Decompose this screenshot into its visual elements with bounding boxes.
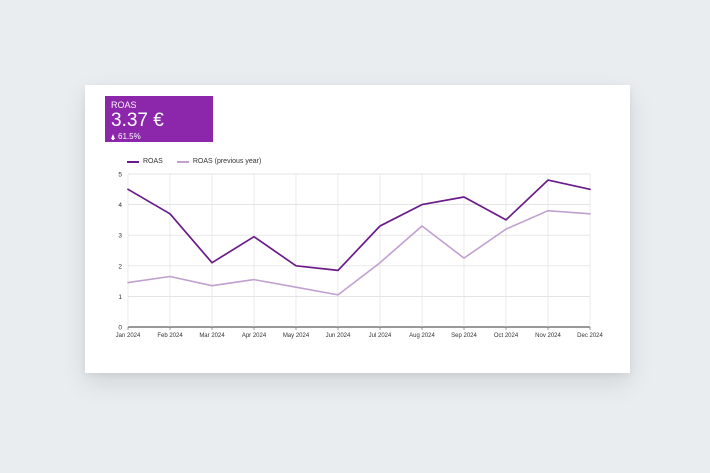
y-axis-ticks: 0 1 2 3 4 5 <box>118 172 122 332</box>
x-tick-label: Feb 2024 <box>157 333 183 339</box>
x-tick-label: Nov 2024 <box>535 333 561 339</box>
legend-label-roas-previous-year: ROAS (previous year) <box>192 158 262 165</box>
data-point-roas[interactable] <box>169 213 171 215</box>
x-tick-label: Jan 2024 <box>116 333 141 339</box>
line-chart: 0 1 2 3 4 5 Jan 2024 Feb 2024 Mar 2024 Apr 2024 M… <box>116 172 604 340</box>
legend-item-roas[interactable]: ROAS <box>127 158 163 165</box>
data-point-roas[interactable] <box>253 236 255 238</box>
data-point-roas-previous-year[interactable] <box>589 213 591 215</box>
data-point-roas-previous-year[interactable] <box>463 257 465 259</box>
scorecard-delta-value: 61.5% <box>118 132 141 141</box>
data-point-roas[interactable] <box>421 203 423 205</box>
y-tick-label: 4 <box>118 202 122 209</box>
x-tick-label: Sep 2024 <box>451 333 477 339</box>
x-tick-label: Jul 2024 <box>369 333 392 339</box>
chart-series <box>127 179 591 296</box>
data-point-roas-previous-year[interactable] <box>505 228 507 230</box>
chart-legend: ROAS ROAS (previous year) <box>127 158 275 165</box>
data-point-roas-previous-year[interactable] <box>127 281 129 283</box>
x-tick-label: Aug 2024 <box>409 333 435 339</box>
legend-label-roas: ROAS <box>143 158 163 165</box>
x-axis-ticks: Jan 2024 Feb 2024 Mar 2024 Apr 2024 May 2024… <box>116 333 604 339</box>
x-tick-label: May 2024 <box>283 333 310 339</box>
x-tick-label: Apr 2024 <box>242 333 267 339</box>
y-tick-label: 3 <box>118 233 122 240</box>
data-point-roas[interactable] <box>295 265 297 267</box>
arrow-up-icon <box>111 134 115 140</box>
data-point-roas[interactable] <box>547 179 549 181</box>
series-line-roas[interactable] <box>127 179 591 272</box>
data-point-roas[interactable] <box>505 219 507 221</box>
chart-grid <box>127 173 591 330</box>
scorecard-delta: 61.5% <box>111 132 207 141</box>
data-point-roas-previous-year[interactable] <box>253 278 255 280</box>
y-tick-label: 2 <box>118 263 122 270</box>
data-point-roas[interactable] <box>589 188 591 190</box>
data-point-roas-previous-year[interactable] <box>211 284 213 286</box>
data-point-roas-previous-year[interactable] <box>295 286 297 288</box>
legend-swatch-roas-previous-year <box>176 160 189 163</box>
y-tick-label: 0 <box>118 325 122 332</box>
x-tick-label: Dec 2024 <box>577 333 603 339</box>
data-point-roas-previous-year[interactable] <box>169 275 171 277</box>
x-tick-label: Mar 2024 <box>199 333 225 339</box>
x-tick-label: Oct 2024 <box>494 333 519 339</box>
x-tick-label: Jun 2024 <box>326 333 351 339</box>
scorecard-value: 3.37 € <box>111 110 164 131</box>
roas-scorecard[interactable]: ROAS 3.37 € 61.5% <box>105 96 213 142</box>
series-line-roas-previous-year[interactable] <box>127 209 591 296</box>
legend-item-roas-previous-year[interactable]: ROAS (previous year) <box>176 158 262 165</box>
y-tick-label: 5 <box>118 172 122 179</box>
data-point-roas[interactable] <box>337 269 339 271</box>
legend-swatch-roas <box>127 160 139 163</box>
data-point-roas[interactable] <box>463 196 465 198</box>
data-point-roas-previous-year[interactable] <box>547 210 549 212</box>
scorecard-label: ROAS <box>111 100 137 110</box>
data-point-roas-previous-year[interactable] <box>379 262 381 264</box>
data-point-roas[interactable] <box>379 225 381 227</box>
data-point-roas[interactable] <box>211 262 213 264</box>
chart-card: 0 1 2 3 4 5 Jan 2024 Feb 2024 Mar 2024 Apr 2024 M… <box>85 85 630 373</box>
data-point-roas[interactable] <box>127 188 129 190</box>
y-tick-label: 1 <box>118 294 122 301</box>
data-point-roas-previous-year[interactable] <box>421 225 423 227</box>
data-point-roas-previous-year[interactable] <box>337 294 339 296</box>
